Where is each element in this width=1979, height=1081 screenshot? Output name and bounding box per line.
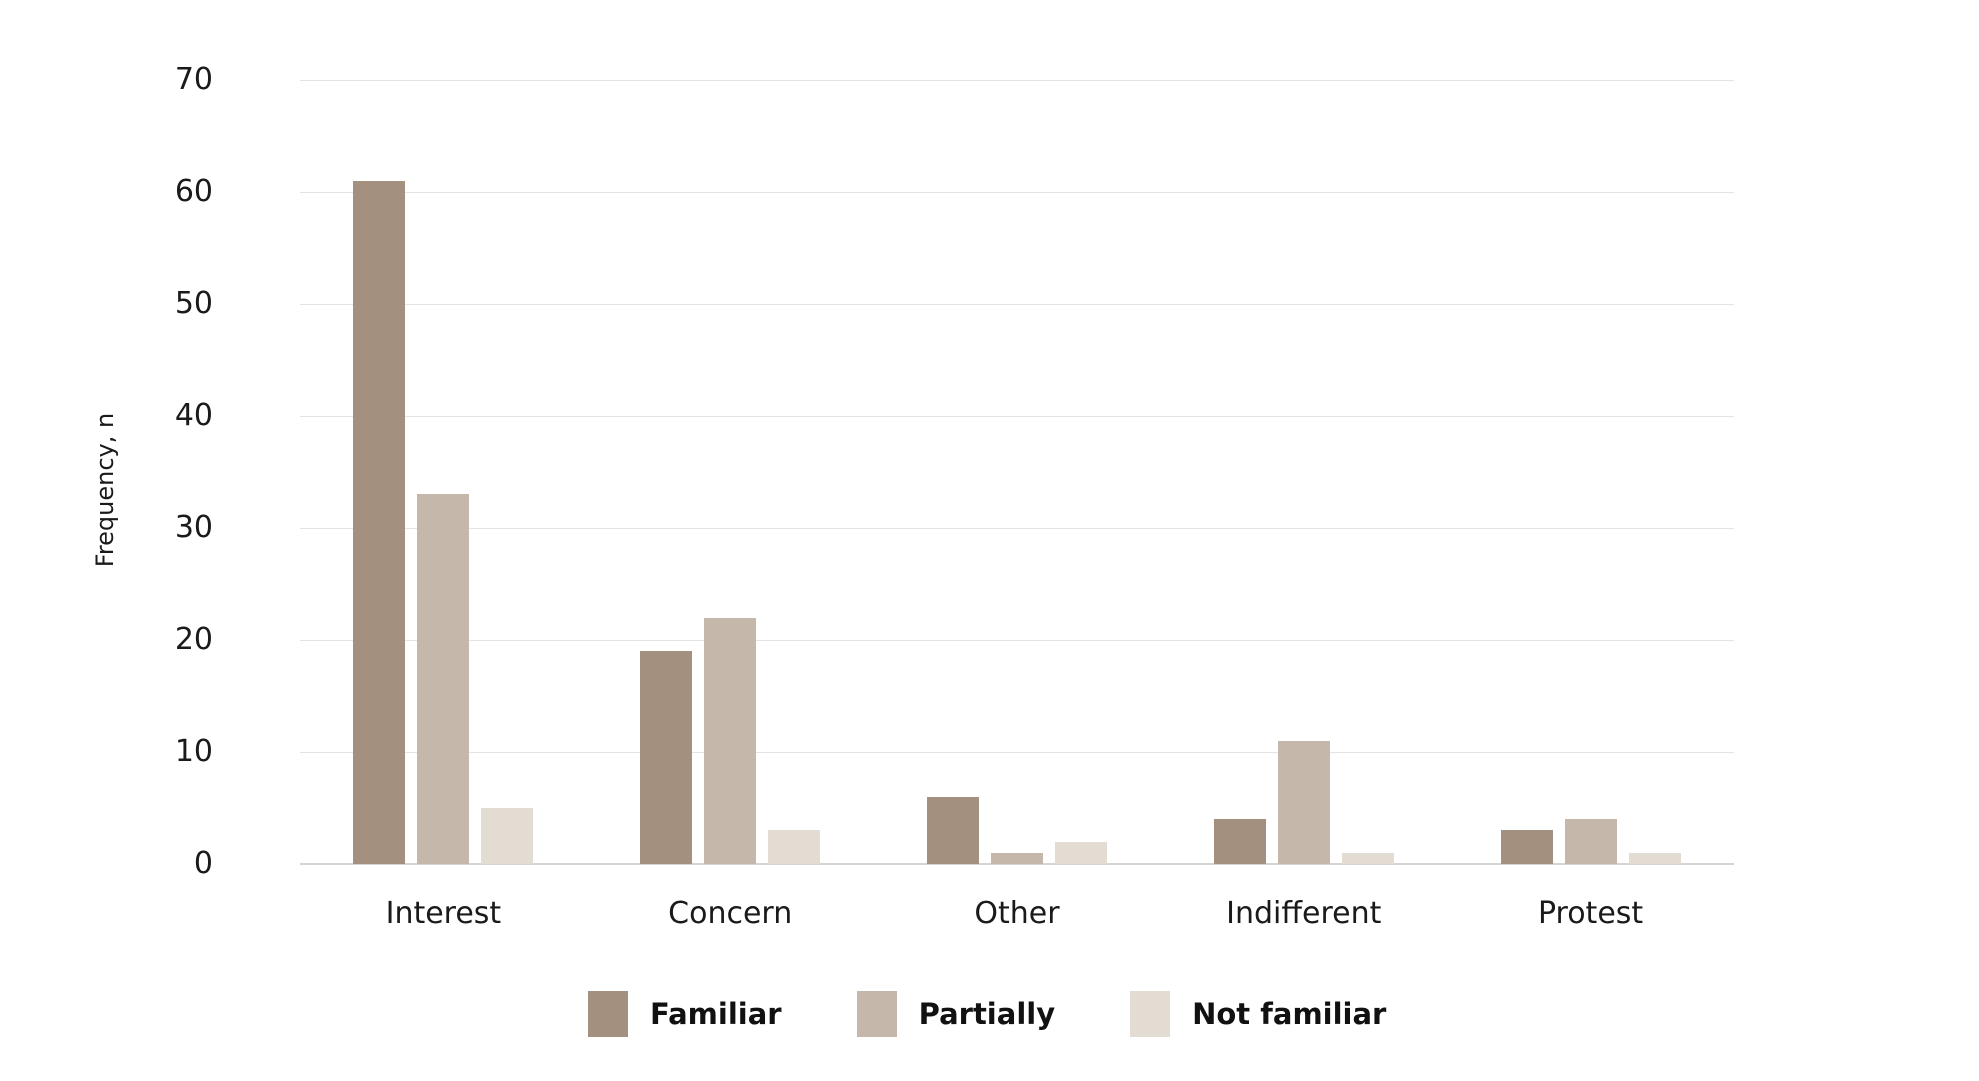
gridline-20 xyxy=(300,640,1734,641)
y-tick-label-40: 40 xyxy=(174,398,213,433)
gridline-60 xyxy=(300,192,1734,193)
x-category-label-indifferent: Indifferent xyxy=(1226,896,1382,931)
legend: Familiar Partially Not familiar xyxy=(588,991,1386,1037)
y-tick-label-10: 10 xyxy=(174,734,213,769)
x-category-label-concern: Concern xyxy=(668,896,793,931)
bar-partially-concern xyxy=(704,617,757,864)
gridline-70 xyxy=(300,80,1734,81)
legend-item-not-familiar: Not familiar xyxy=(1130,991,1386,1037)
x-axis-line xyxy=(300,863,1734,865)
legend-label-partially: Partially xyxy=(918,997,1056,1031)
x-category-label-protest: Protest xyxy=(1537,896,1644,931)
x-category-label-other: Other xyxy=(974,896,1060,931)
y-tick-label-50: 50 xyxy=(174,286,213,321)
bar-familiar-interest xyxy=(353,180,406,864)
bar-partially-indifferent xyxy=(1277,740,1330,864)
x-category-label-interest: Interest xyxy=(385,896,502,931)
legend-swatch-familiar xyxy=(588,991,628,1037)
bar-familiar-other xyxy=(927,796,979,864)
bar-not-familiar-other xyxy=(1055,841,1107,864)
bar-not-familiar-interest xyxy=(481,808,534,864)
bar-familiar-protest xyxy=(1500,830,1553,864)
legend-item-familiar: Familiar xyxy=(588,991,782,1037)
bar-familiar-indifferent xyxy=(1213,819,1266,864)
legend-label-not-familiar: Not familiar xyxy=(1192,997,1387,1031)
legend-swatch-not-familiar xyxy=(1130,991,1171,1037)
bar-not-familiar-concern xyxy=(768,830,821,864)
gridline-10 xyxy=(300,752,1734,753)
bar-not-familiar-protest xyxy=(1628,852,1681,864)
y-tick-label-0: 0 xyxy=(193,846,213,881)
gridline-50 xyxy=(300,304,1734,305)
gridline-40 xyxy=(300,416,1734,417)
y-tick-label-20: 20 xyxy=(174,622,213,657)
bar-not-familiar-indifferent xyxy=(1341,852,1394,864)
legend-swatch-partially xyxy=(856,991,897,1037)
legend-label-familiar: Familiar xyxy=(650,997,782,1031)
bar-partially-interest xyxy=(417,494,470,864)
y-tick-label-60: 60 xyxy=(174,174,213,209)
bar-familiar-concern xyxy=(640,651,693,864)
plot-area xyxy=(300,80,1734,865)
bar-partially-other xyxy=(991,852,1043,864)
legend-item-partially: Partially xyxy=(856,991,1056,1037)
bar-partially-protest xyxy=(1564,819,1617,864)
y-tick-label-70: 70 xyxy=(174,62,213,97)
y-tick-label-30: 30 xyxy=(174,510,213,545)
gridline-30 xyxy=(300,528,1734,529)
